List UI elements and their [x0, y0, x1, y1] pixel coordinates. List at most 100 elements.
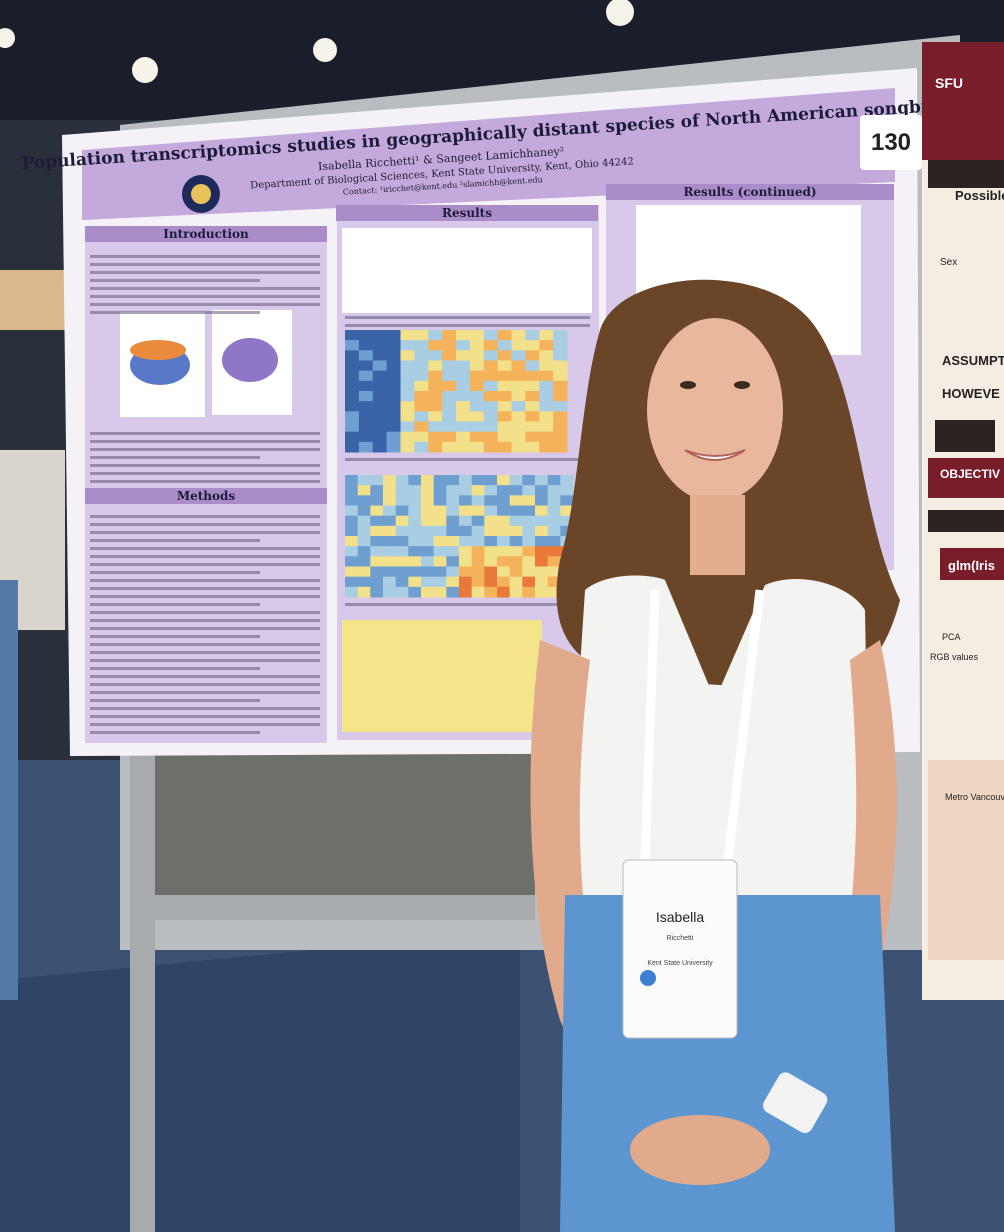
- heatmap-cell: [395, 485, 409, 496]
- heatmap-cell: [421, 536, 435, 547]
- heatmap-cell: [459, 536, 473, 547]
- neighbor-panel: [928, 458, 1004, 498]
- heatmap-cell: [525, 431, 540, 443]
- heatmap-cell: [358, 330, 374, 341]
- heatmap-cell: [469, 401, 485, 412]
- heatmap-cell: [471, 546, 485, 557]
- heatmap-cell: [509, 525, 523, 537]
- badge-logo: [640, 970, 656, 986]
- heatmap-cell: [497, 350, 512, 361]
- heatmap-cell: [456, 441, 471, 453]
- heatmap-cell: [372, 431, 388, 443]
- heatmap-cell: [357, 505, 371, 517]
- heatmap-cell: [408, 586, 422, 598]
- heatmap-cell: [383, 566, 397, 578]
- neighbor-panel: [935, 420, 995, 452]
- heatmap-cell: [535, 515, 549, 527]
- heatmap-cell: [345, 431, 360, 443]
- eye: [680, 381, 696, 389]
- heatmap-cell: [386, 350, 401, 361]
- heatmap-cell: [386, 360, 401, 372]
- text-line: [90, 683, 320, 686]
- heatmap-cell: [370, 505, 384, 517]
- text-line: [90, 563, 320, 566]
- heatmap-cell: [459, 515, 473, 527]
- text-line: [90, 255, 320, 258]
- heatmap-cell: [386, 401, 401, 412]
- heatmap-cell: [372, 411, 388, 422]
- text-line: [90, 731, 260, 734]
- heatmap-cell: [383, 505, 397, 517]
- heatmap-cell: [525, 350, 540, 361]
- heatmap-cell: [400, 360, 415, 372]
- heatmap-cell: [483, 370, 499, 382]
- heatmap-cell: [446, 485, 460, 496]
- heatmap-cell: [408, 525, 422, 537]
- poster-number-card: [860, 115, 922, 170]
- ceiling-light: [313, 38, 337, 62]
- heatmap-cell: [345, 495, 359, 506]
- heatmap-cell: [539, 441, 554, 453]
- heatmap-cell: [358, 411, 374, 422]
- heatmap-cell: [428, 441, 443, 453]
- heatmap-cell: [484, 556, 498, 567]
- heatmap-cell: [553, 380, 568, 392]
- heatmap-cell: [535, 546, 549, 557]
- heatmap-cell: [428, 391, 443, 402]
- neighbor-header: [922, 42, 1004, 160]
- heatmap-cell: [400, 421, 415, 433]
- section-heading-bar: [606, 184, 894, 200]
- text-line: [90, 699, 260, 702]
- heatmap-cell: [421, 586, 435, 598]
- neighbor-text: glm(Iris: [948, 558, 995, 573]
- heatmap-cell: [345, 546, 359, 557]
- heatmap-cell: [497, 421, 512, 433]
- heatmap-cell: [525, 330, 540, 341]
- heatmap-cell: [428, 421, 443, 433]
- heatmap-cell: [345, 576, 359, 588]
- heatmap-cell: [414, 380, 429, 392]
- heatmap-cell: [547, 556, 561, 567]
- heatmap-cell: [400, 370, 415, 382]
- heatmap-cell: [509, 566, 523, 578]
- heatmap-cell: [483, 360, 499, 372]
- heatmap-cell: [525, 441, 540, 453]
- heatmap-cell: [511, 340, 526, 351]
- section-heading-bar: [85, 488, 327, 504]
- heatmap-cell: [358, 391, 374, 402]
- heatmap-cell: [459, 586, 473, 598]
- heatmap-cell: [525, 340, 540, 351]
- board-rail: [155, 895, 535, 920]
- neighbor-panel: [928, 160, 1004, 188]
- heatmap-cell: [483, 441, 499, 453]
- heatmap-cell: [358, 431, 374, 443]
- lanyard: [640, 589, 660, 861]
- heatmap-cell: [547, 546, 561, 557]
- text-line: [90, 691, 320, 694]
- heatmap-cell: [370, 556, 384, 567]
- heatmap-cell: [358, 401, 374, 412]
- heatmap-cell: [386, 370, 401, 382]
- heatmap-cell: [428, 360, 443, 372]
- heatmap-cell: [539, 391, 554, 402]
- heatmap-cell: [446, 556, 460, 567]
- heatmap-cell: [433, 525, 447, 537]
- heatmap-cell: [414, 431, 429, 443]
- heatmap-cell: [553, 350, 568, 361]
- heatmap-cell: [471, 495, 485, 506]
- heatmap-cell: [370, 546, 384, 557]
- heatmap-cell: [483, 401, 499, 412]
- heatmap-cell: [539, 360, 554, 372]
- passerby: [0, 580, 18, 1000]
- heatmap-cell: [509, 536, 523, 547]
- heatmap-cell: [357, 536, 371, 547]
- heatmap-cell: [469, 380, 485, 392]
- heatmap-cell: [560, 525, 574, 537]
- heatmap-cell: [459, 546, 473, 557]
- heatmap-cell: [459, 576, 473, 588]
- heatmap-cell: [535, 485, 549, 496]
- heatmap-cell: [400, 330, 415, 341]
- heatmap-cell: [484, 566, 498, 578]
- heatmap-cell: [553, 330, 568, 341]
